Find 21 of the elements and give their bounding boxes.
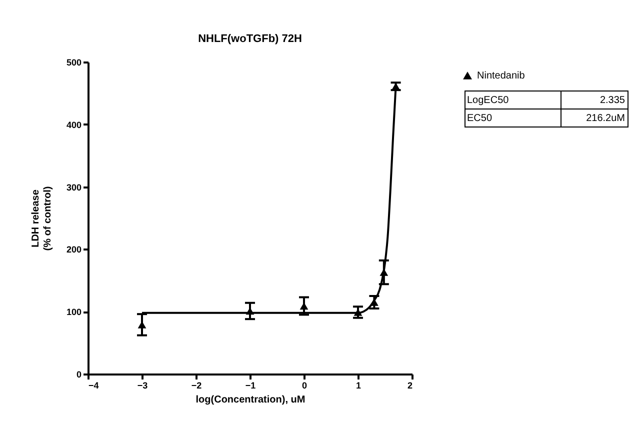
chart-title: NHLF(woTGFb) 72H bbox=[198, 33, 302, 45]
text: 2.335 bbox=[600, 95, 626, 106]
x-axis-title: log(Concentration), uM bbox=[196, 394, 306, 406]
x-tick-label: −2 bbox=[191, 380, 202, 390]
y-tick-label: 500 bbox=[66, 58, 82, 68]
y-tick-label: 0 bbox=[76, 370, 82, 380]
text: LogEC50 bbox=[467, 95, 510, 106]
text: EC50 bbox=[467, 113, 492, 124]
x-tick-label: −3 bbox=[137, 380, 148, 390]
x-tick-label: −4 bbox=[88, 380, 99, 390]
x-tick-label: 0 bbox=[302, 380, 308, 390]
x-tick-label: 1 bbox=[356, 380, 362, 390]
text: 216.2uM bbox=[586, 113, 625, 124]
x-tick-label: −1 bbox=[245, 380, 256, 390]
legend-label: Nintedanib bbox=[477, 70, 526, 82]
y-tick-label: 300 bbox=[66, 182, 82, 192]
y-tick-label: 400 bbox=[66, 120, 82, 130]
x-tick-label: 2 bbox=[407, 380, 412, 390]
y-axis-title: LDH release (% of control) bbox=[30, 186, 54, 251]
y-tick-label: 100 bbox=[66, 307, 82, 318]
y-tick-label: 200 bbox=[66, 244, 82, 255]
